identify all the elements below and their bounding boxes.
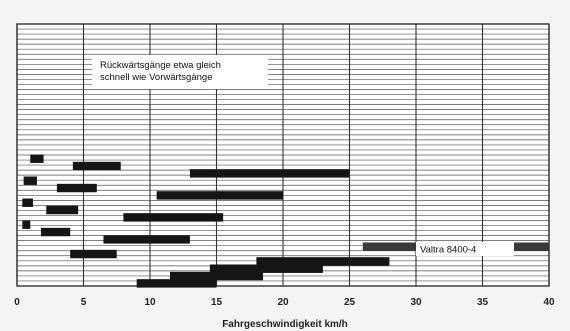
gear-bar — [103, 235, 190, 244]
gear-bar — [72, 161, 121, 171]
annotation-text: schnell wie Vorwärtsgänge — [100, 72, 212, 83]
gear-bar — [40, 227, 71, 237]
gear-bar — [169, 271, 264, 281]
gear-bar — [22, 198, 33, 207]
annotation-text: Valtra 8400-4 — [420, 245, 476, 256]
plot-frame — [16, 23, 550, 287]
x-tick-label: 25 — [344, 297, 356, 308]
x-tick-label: 15 — [211, 297, 223, 308]
gear-bar — [70, 249, 117, 259]
gear-bar — [136, 279, 217, 288]
gear-bar — [256, 257, 390, 266]
x-tick-label: 10 — [144, 297, 156, 308]
gear-bar — [23, 176, 37, 185]
annotation-text: Rückwärtsgänge etwa gleich — [100, 60, 221, 71]
gear-bar — [46, 205, 79, 215]
gear-bar — [189, 169, 350, 178]
gear-bar — [123, 213, 224, 222]
x-tick-label: 35 — [477, 297, 489, 308]
gear-bar — [209, 264, 323, 273]
x-tick-label: 5 — [81, 297, 87, 308]
gear-bar — [156, 191, 283, 200]
annotation-box — [416, 242, 514, 256]
gear-bar — [22, 220, 31, 229]
x-tick-label: 20 — [277, 297, 289, 308]
x-tick-label: 30 — [410, 297, 422, 308]
x-tick-label: 40 — [543, 297, 555, 308]
x-axis-title: Fahrgeschwindigkeit km/h — [222, 319, 348, 330]
gear-bar — [30, 154, 44, 163]
x-tick-label: 0 — [14, 297, 20, 308]
gear-bar — [56, 183, 97, 193]
annotation-box — [92, 55, 268, 89]
